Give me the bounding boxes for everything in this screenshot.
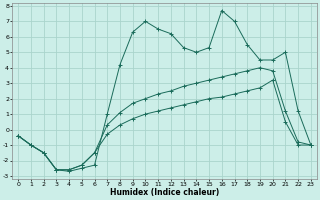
X-axis label: Humidex (Indice chaleur): Humidex (Indice chaleur) — [110, 188, 219, 197]
